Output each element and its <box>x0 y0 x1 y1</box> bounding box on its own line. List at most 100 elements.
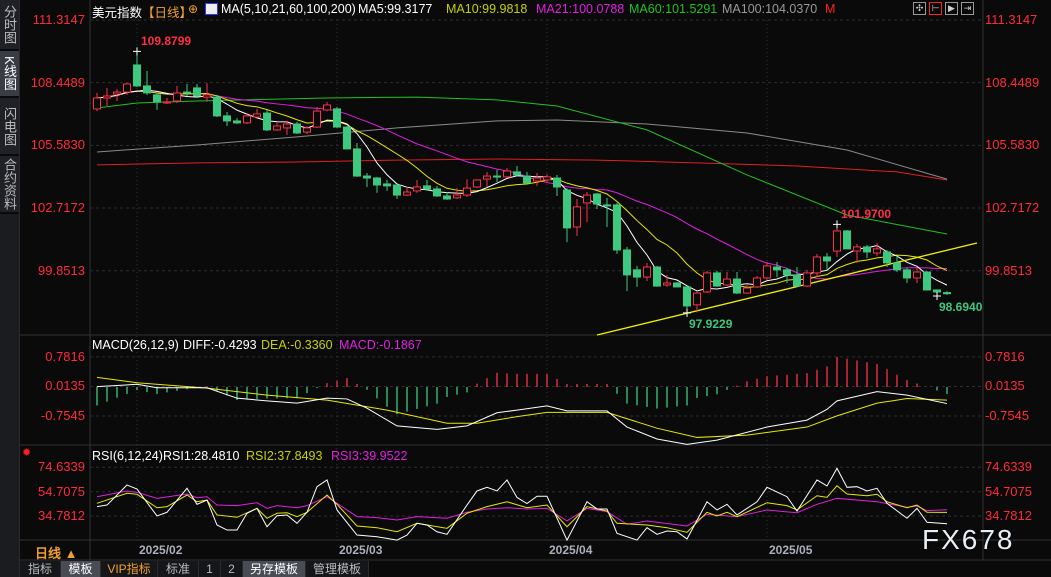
candle-up <box>543 176 551 181</box>
candle-down <box>603 204 611 207</box>
sidebar-item-flash[interactable]: 闪电图 <box>0 98 19 156</box>
ma-params: MA(5,10,21,60,100,200) <box>221 2 356 16</box>
candle-up <box>163 101 171 104</box>
candle-down <box>343 126 351 150</box>
date-axis-label: 2025/04 <box>549 543 593 557</box>
extreme-marker <box>683 308 691 317</box>
candle-down <box>523 175 531 184</box>
low-price-annotation: 97.9229 <box>689 316 733 331</box>
candle-up <box>253 113 261 118</box>
ma10-value: MA10:99.9818 <box>446 2 528 16</box>
macd-title: MACD(26,12,9) <box>92 338 179 352</box>
macd-hist-value: MACD:-0.1867 <box>339 338 422 352</box>
ma21-value: MA21:100.0788 <box>536 2 625 16</box>
price-axis-label-right: 102.7172 <box>985 200 1040 216</box>
candle-down <box>213 96 221 117</box>
candle-up <box>803 272 811 287</box>
indicator-chart-icon[interactable] <box>205 3 218 15</box>
candle-up <box>813 256 821 274</box>
tab-save-template[interactable]: 另存模板 <box>243 561 306 577</box>
candle-up <box>483 175 491 180</box>
candle-down <box>843 230 851 250</box>
candle-down <box>563 189 571 229</box>
play-forward-icon[interactable]: ▶ <box>945 2 958 15</box>
candle-up <box>283 123 291 129</box>
candle-up <box>743 287 751 294</box>
candle-up <box>723 278 731 286</box>
candle-down <box>383 183 391 187</box>
tab-manage-templates[interactable]: 管理模板 <box>306 561 369 577</box>
price-axis-label-right: 108.4489 <box>985 74 1040 90</box>
rsi-axis-label-right: 74.6339 <box>985 459 1032 475</box>
candle-up <box>763 265 771 279</box>
candle-down <box>373 177 381 186</box>
candle-up <box>413 186 421 192</box>
candle-up <box>873 248 881 254</box>
rsi-axis-label-left: 74.6339 <box>38 459 85 475</box>
candle-up <box>243 115 251 124</box>
candle-down <box>653 266 661 287</box>
macd-dif-value: DIFF:-0.4293 <box>183 338 257 352</box>
candle-down <box>773 266 781 271</box>
extreme-marker <box>833 220 841 229</box>
sidebar-item-contract-info[interactable]: 合约资料 <box>0 156 19 214</box>
more-ma-indicator[interactable]: M <box>825 2 836 16</box>
candle-down <box>133 64 141 87</box>
tab-indicators[interactable]: 指标 <box>20 561 61 577</box>
period-selector[interactable]: 日线 ▲ <box>35 546 78 561</box>
macd-axis-label-right: 0.7816 <box>985 348 1025 364</box>
tab-templates[interactable]: 模板 <box>61 561 101 577</box>
candle-down <box>883 251 891 264</box>
macd-axis-label-left: -0.7545 <box>40 408 85 424</box>
sidebar-item-timeshare[interactable]: 分时图 <box>0 0 19 51</box>
tab-vip-indicators[interactable]: VIP指标 <box>101 561 158 577</box>
rsi3-value: RSI3:39.9522 <box>331 449 408 463</box>
price-axis-label-right: 99.8513 <box>985 262 1032 278</box>
rsi1-line <box>96 467 948 542</box>
candle-down <box>393 184 401 196</box>
candle-up <box>853 246 861 252</box>
candle-down <box>423 185 431 190</box>
candle-down <box>823 256 831 262</box>
sidebar-item-kline[interactable]: K线图 <box>0 51 19 98</box>
jump-to-end-icon[interactable]: ⇥ <box>961 2 974 15</box>
tab-1[interactable]: 1 <box>199 561 221 577</box>
period-label[interactable]: 【日线】 <box>142 6 193 20</box>
candle-down <box>553 177 561 188</box>
candle-down <box>793 274 801 287</box>
candle-down <box>363 175 371 179</box>
candle-up <box>173 92 181 102</box>
candle-down <box>903 269 911 279</box>
candle-down <box>863 246 871 253</box>
candle-up <box>323 104 331 111</box>
candle-up <box>403 191 411 196</box>
tab-2[interactable]: 2 <box>221 561 243 577</box>
price-axis-label-left: 108.4489 <box>30 74 85 90</box>
crosshair-icon[interactable]: ⊕ <box>188 2 199 16</box>
candle-down <box>493 175 501 178</box>
ma5-value: MA5:99.3177 <box>358 2 433 16</box>
candle-down <box>923 271 931 291</box>
rsi3-line <box>96 490 948 527</box>
crosshair-move-icon[interactable]: ✣ <box>913 2 926 15</box>
price-axis-label-right: 105.5830 <box>985 137 1040 153</box>
tab-standard[interactable]: 标准 <box>158 561 199 577</box>
candle-down <box>733 278 741 294</box>
candle-down <box>943 292 951 295</box>
range-select-icon[interactable]: ⊢ <box>929 2 942 15</box>
ma100-value: MA100:104.0370 <box>722 2 818 16</box>
candle-down <box>613 204 621 251</box>
rsi1-value: RSI1:28.4810 <box>163 449 240 463</box>
candle-down <box>513 171 521 176</box>
alert-indicator-icon: ✹ <box>22 447 32 459</box>
candle-up <box>103 95 111 99</box>
candle-up <box>453 194 461 199</box>
candle-down <box>353 148 361 177</box>
high-price-annotation: 109.8799 <box>141 34 192 49</box>
candle-down <box>143 85 151 94</box>
candle-down <box>193 87 201 97</box>
candle-down <box>593 193 601 205</box>
candle-up <box>123 83 131 93</box>
candle-up <box>913 271 921 279</box>
